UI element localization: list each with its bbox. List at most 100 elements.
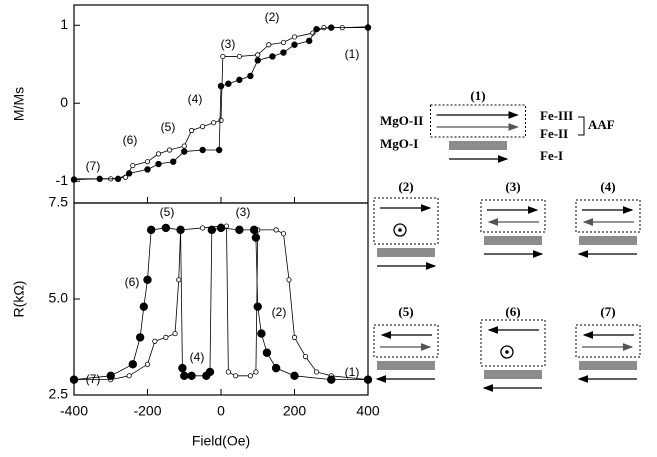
data-point bbox=[247, 373, 253, 379]
aaf-box bbox=[430, 104, 526, 138]
data-point bbox=[271, 363, 281, 373]
data-point bbox=[266, 42, 272, 48]
data-point bbox=[235, 225, 244, 235]
aaf-box bbox=[373, 197, 439, 245]
mgo-layer bbox=[484, 370, 542, 379]
annotation: (7) bbox=[86, 372, 101, 386]
out-of-plane-dot bbox=[505, 350, 509, 354]
series-line bbox=[74, 26, 369, 180]
data-point bbox=[155, 151, 162, 157]
data-point bbox=[218, 117, 224, 123]
data-point bbox=[291, 34, 298, 40]
layer-label: Fe-I bbox=[540, 148, 563, 163]
y-tick-label: -1 bbox=[56, 172, 69, 188]
data-point bbox=[255, 52, 261, 58]
data-point bbox=[200, 124, 206, 130]
data-point bbox=[144, 166, 151, 173]
x-tick-label: -200 bbox=[133, 403, 161, 419]
data-point bbox=[125, 170, 133, 177]
plot-frame bbox=[73, 4, 369, 204]
data-point bbox=[286, 277, 292, 283]
panel-label: (3) bbox=[505, 179, 520, 194]
data-point bbox=[152, 338, 158, 344]
data-point bbox=[321, 25, 327, 31]
panel-label: (4) bbox=[600, 179, 615, 194]
data-point bbox=[96, 175, 103, 183]
annotation: (3) bbox=[236, 205, 251, 219]
mgo-layer bbox=[579, 361, 637, 370]
data-point bbox=[126, 373, 132, 379]
data-point bbox=[166, 147, 173, 153]
data-point bbox=[69, 375, 79, 384]
data-point bbox=[262, 348, 272, 357]
annotation: (1) bbox=[345, 47, 360, 61]
data-point bbox=[280, 49, 287, 56]
data-point bbox=[291, 334, 298, 340]
data-point bbox=[215, 146, 223, 154]
mgo-layer bbox=[579, 236, 637, 245]
aaf-bracket bbox=[578, 116, 585, 136]
aaf-box bbox=[480, 319, 546, 367]
data-point bbox=[302, 353, 309, 360]
data-point bbox=[181, 148, 188, 155]
data-point bbox=[130, 162, 136, 169]
y-tick-label: 0 bbox=[60, 94, 68, 110]
data-point bbox=[114, 175, 122, 183]
data-point bbox=[200, 225, 206, 231]
data-point bbox=[155, 160, 162, 168]
data-point bbox=[216, 223, 226, 233]
data-point bbox=[313, 25, 320, 33]
data-point bbox=[202, 371, 211, 380]
y-tick-label: 5.0 bbox=[49, 290, 69, 306]
mgo-layer bbox=[449, 141, 507, 150]
y-axis-label: M/Ms bbox=[11, 87, 27, 121]
y-tick-label: 7.5 bbox=[49, 194, 69, 210]
data-point bbox=[172, 330, 178, 337]
data-point bbox=[170, 158, 177, 165]
series-line bbox=[73, 227, 368, 381]
annotation: (3) bbox=[221, 37, 236, 51]
data-point bbox=[181, 143, 187, 149]
annotation: (6) bbox=[125, 275, 140, 289]
layer-label: MgO-II bbox=[380, 113, 423, 128]
panel-label: (2) bbox=[398, 179, 413, 194]
data-point bbox=[144, 361, 151, 367]
data-point bbox=[163, 334, 169, 340]
group-label: AAF bbox=[588, 117, 615, 132]
panel-label: (6) bbox=[505, 304, 520, 319]
x-tick-label: -400 bbox=[60, 403, 88, 419]
data-point bbox=[233, 373, 239, 379]
annotation: (5) bbox=[160, 205, 175, 219]
data-point bbox=[247, 72, 254, 80]
data-point bbox=[128, 360, 137, 369]
y-axis-label: R(kΩ) bbox=[11, 281, 27, 318]
data-point bbox=[70, 176, 78, 183]
data-point bbox=[251, 233, 261, 242]
data-point bbox=[280, 39, 287, 46]
annotation: (5) bbox=[161, 120, 176, 134]
data-point bbox=[220, 53, 226, 60]
y-tick-label: 1 bbox=[60, 16, 68, 32]
data-point bbox=[253, 369, 259, 375]
aaf-box bbox=[575, 324, 641, 358]
out-of-plane bbox=[500, 345, 514, 359]
data-point bbox=[290, 371, 299, 380]
data-point bbox=[236, 76, 243, 84]
data-point bbox=[187, 371, 196, 380]
annotation: (2) bbox=[265, 10, 280, 24]
aaf-box bbox=[480, 199, 546, 233]
data-point bbox=[199, 146, 206, 154]
data-point bbox=[143, 275, 152, 284]
data-point bbox=[144, 159, 151, 165]
data-point bbox=[249, 225, 259, 235]
annotation: (2) bbox=[272, 305, 287, 319]
data-point bbox=[280, 231, 287, 237]
data-point bbox=[178, 363, 187, 373]
data-point bbox=[207, 225, 217, 235]
data-point bbox=[306, 37, 313, 45]
data-point bbox=[313, 369, 320, 375]
data-point bbox=[217, 82, 225, 90]
data-point bbox=[291, 41, 298, 48]
series-line bbox=[74, 225, 369, 381]
